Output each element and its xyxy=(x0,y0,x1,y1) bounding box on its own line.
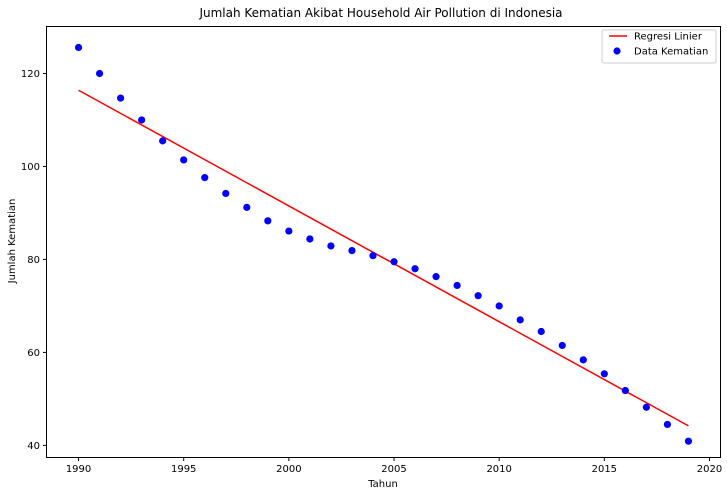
data-point xyxy=(621,386,629,395)
y-tick-label: 100 xyxy=(21,162,40,173)
x-tick-label: 1990 xyxy=(66,464,91,475)
x-tick-label: 2015 xyxy=(592,464,617,475)
y-tick-label: 120 xyxy=(21,69,40,80)
data-point xyxy=(95,69,104,78)
legend: Regresi Linier Data Kematian xyxy=(601,29,717,64)
data-point xyxy=(243,203,251,211)
x-axis-title: Tahun xyxy=(367,479,398,490)
data-point xyxy=(159,137,167,145)
chart-title: Jumlah Kematian Akibat Household Air Pol… xyxy=(198,6,562,20)
data-point xyxy=(74,43,83,52)
x-tick-label: 1995 xyxy=(171,464,196,475)
data-point xyxy=(663,420,672,429)
data-point xyxy=(138,116,146,124)
legend-label-scatter: Data Kematian xyxy=(634,47,708,58)
data-point xyxy=(117,94,125,102)
legend-box xyxy=(601,29,717,64)
data-point xyxy=(348,247,356,255)
data-point xyxy=(600,370,608,378)
data-point xyxy=(453,281,461,290)
data-point xyxy=(537,327,545,336)
data-point xyxy=(390,258,398,266)
data-point xyxy=(558,341,566,350)
data-point xyxy=(474,292,482,300)
axis-ticks: 1990 1995 2000 2005 2010 2015 2020 40 60 80 100 120 xyxy=(21,69,722,475)
plot-area xyxy=(74,43,693,445)
regression-line xyxy=(78,89,689,427)
data-point xyxy=(306,235,314,243)
legend-label-line: Regresi Linier xyxy=(634,32,703,43)
data-point xyxy=(432,273,440,281)
data-point xyxy=(369,252,377,260)
data-point xyxy=(642,403,650,411)
x-tick-label: 2000 xyxy=(276,464,301,475)
y-axis-title: Jumlah Kematian xyxy=(7,199,18,285)
data-point xyxy=(495,302,503,310)
y-tick-label: 80 xyxy=(27,255,40,266)
data-point xyxy=(516,316,524,324)
legend-scatter-swatch xyxy=(613,47,621,55)
data-point xyxy=(285,227,293,235)
y-tick-label: 40 xyxy=(27,441,40,452)
data-point xyxy=(264,217,272,225)
data-point xyxy=(201,174,209,182)
x-tick-label: 2020 xyxy=(697,464,722,475)
data-point xyxy=(411,265,419,273)
x-tick-label: 2005 xyxy=(381,464,406,475)
data-point xyxy=(222,189,230,198)
data-point xyxy=(180,156,188,164)
data-point xyxy=(327,242,335,250)
x-tick-label: 2010 xyxy=(486,464,511,475)
data-point xyxy=(579,356,587,364)
plot-frame xyxy=(46,26,721,458)
y-tick-label: 60 xyxy=(27,348,40,359)
data-point xyxy=(684,437,693,445)
